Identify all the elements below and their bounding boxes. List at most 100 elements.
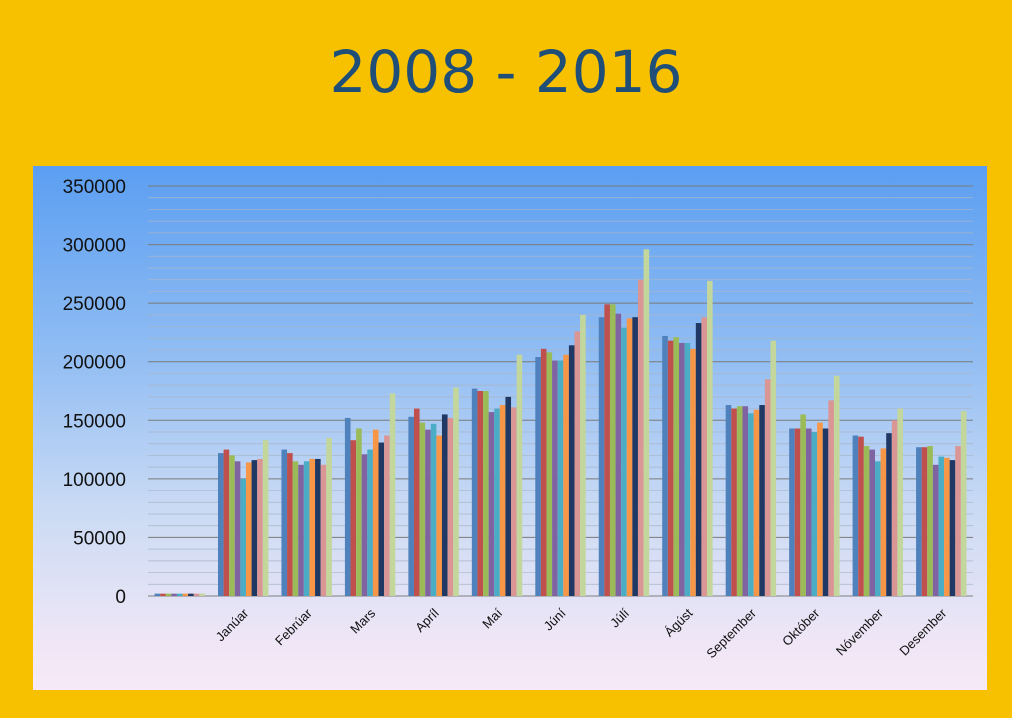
x-tick-label: Apríl — [412, 605, 442, 635]
bar — [615, 313, 622, 596]
bar — [378, 442, 385, 596]
y-tick-label: 50000 — [73, 528, 126, 549]
bar — [494, 408, 500, 596]
bar — [764, 379, 771, 596]
bar — [789, 428, 795, 596]
bar — [188, 593, 194, 596]
bar — [938, 456, 945, 596]
bar — [921, 447, 928, 596]
bar — [742, 406, 749, 596]
bar — [367, 449, 373, 596]
bar — [453, 387, 459, 596]
bar — [863, 446, 870, 596]
bar — [344, 417, 351, 596]
bar — [707, 280, 713, 596]
x-axis: Janúar Febrúar Mars Apríl Maí Júní Júlí Ágúst Se… — [213, 605, 950, 661]
bar — [673, 337, 680, 596]
bar — [800, 414, 806, 596]
bar — [413, 408, 420, 596]
bar — [257, 458, 263, 596]
bar — [240, 478, 246, 596]
bar-chart: 0 50000 100000 150000 200000 250000 300000 3500… — [63, 177, 973, 661]
y-tick-label: 250000 — [63, 294, 126, 315]
bar — [897, 408, 904, 596]
y-tick-label: 200000 — [63, 353, 126, 374]
bar — [568, 345, 575, 596]
bar — [753, 409, 760, 596]
bar — [770, 340, 777, 596]
bar — [580, 314, 586, 596]
bar — [540, 348, 547, 596]
bar — [916, 447, 922, 596]
bar — [794, 428, 801, 596]
bar — [251, 460, 258, 596]
bar — [505, 396, 512, 596]
bar — [408, 416, 414, 596]
bar — [667, 340, 674, 596]
bar — [223, 449, 230, 596]
bar — [154, 593, 161, 596]
bar — [292, 461, 299, 596]
bar — [483, 391, 489, 596]
x-tick-label: Desember — [896, 605, 949, 658]
bar — [193, 593, 200, 596]
bar — [430, 423, 437, 596]
page-title: 2008 - 2016 — [329, 38, 683, 106]
x-tick-label: Febrúar — [272, 605, 315, 648]
bar — [165, 593, 172, 596]
bar — [499, 405, 506, 596]
bar — [632, 317, 638, 596]
bar — [955, 446, 961, 596]
x-tick-label: Nóvember — [833, 605, 886, 658]
bar — [389, 393, 396, 596]
bar — [217, 453, 224, 596]
bar — [384, 435, 390, 596]
bar — [281, 449, 288, 596]
x-tick-label: Október — [779, 605, 823, 649]
x-tick-label: Maí — [479, 605, 505, 631]
bar — [891, 420, 898, 596]
bar — [182, 593, 189, 596]
bar — [320, 464, 327, 596]
bar — [828, 400, 834, 596]
bar — [748, 413, 754, 596]
bar — [731, 408, 737, 596]
bar — [944, 457, 950, 596]
bar — [546, 352, 553, 596]
bar — [298, 464, 304, 596]
bar — [759, 405, 765, 596]
bar — [552, 360, 558, 596]
bar — [574, 331, 581, 596]
bar — [477, 391, 484, 596]
bar — [516, 354, 523, 596]
bar — [361, 454, 368, 596]
bar — [372, 429, 379, 596]
bar — [356, 428, 362, 596]
bar — [160, 593, 166, 596]
bar — [511, 407, 517, 596]
bars — [154, 249, 967, 596]
bar — [960, 410, 967, 596]
bar — [563, 354, 569, 596]
y-tick-label: 300000 — [63, 236, 126, 257]
bar — [471, 388, 478, 596]
bar — [852, 435, 859, 596]
bar — [557, 360, 564, 596]
y-tick-label: 350000 — [63, 177, 126, 198]
bar — [287, 453, 293, 596]
bar — [234, 461, 241, 596]
bar — [350, 440, 357, 596]
bar — [662, 335, 668, 596]
bar — [886, 433, 892, 596]
bar — [695, 323, 702, 596]
y-tick-label: 150000 — [63, 411, 126, 432]
y-tick-label: 100000 — [63, 470, 126, 491]
bar — [817, 422, 823, 596]
bar — [262, 440, 269, 596]
bar — [927, 446, 933, 596]
bar — [833, 375, 840, 596]
bar — [637, 279, 644, 596]
bar — [315, 458, 321, 596]
bar — [229, 455, 235, 596]
bar — [419, 422, 426, 596]
